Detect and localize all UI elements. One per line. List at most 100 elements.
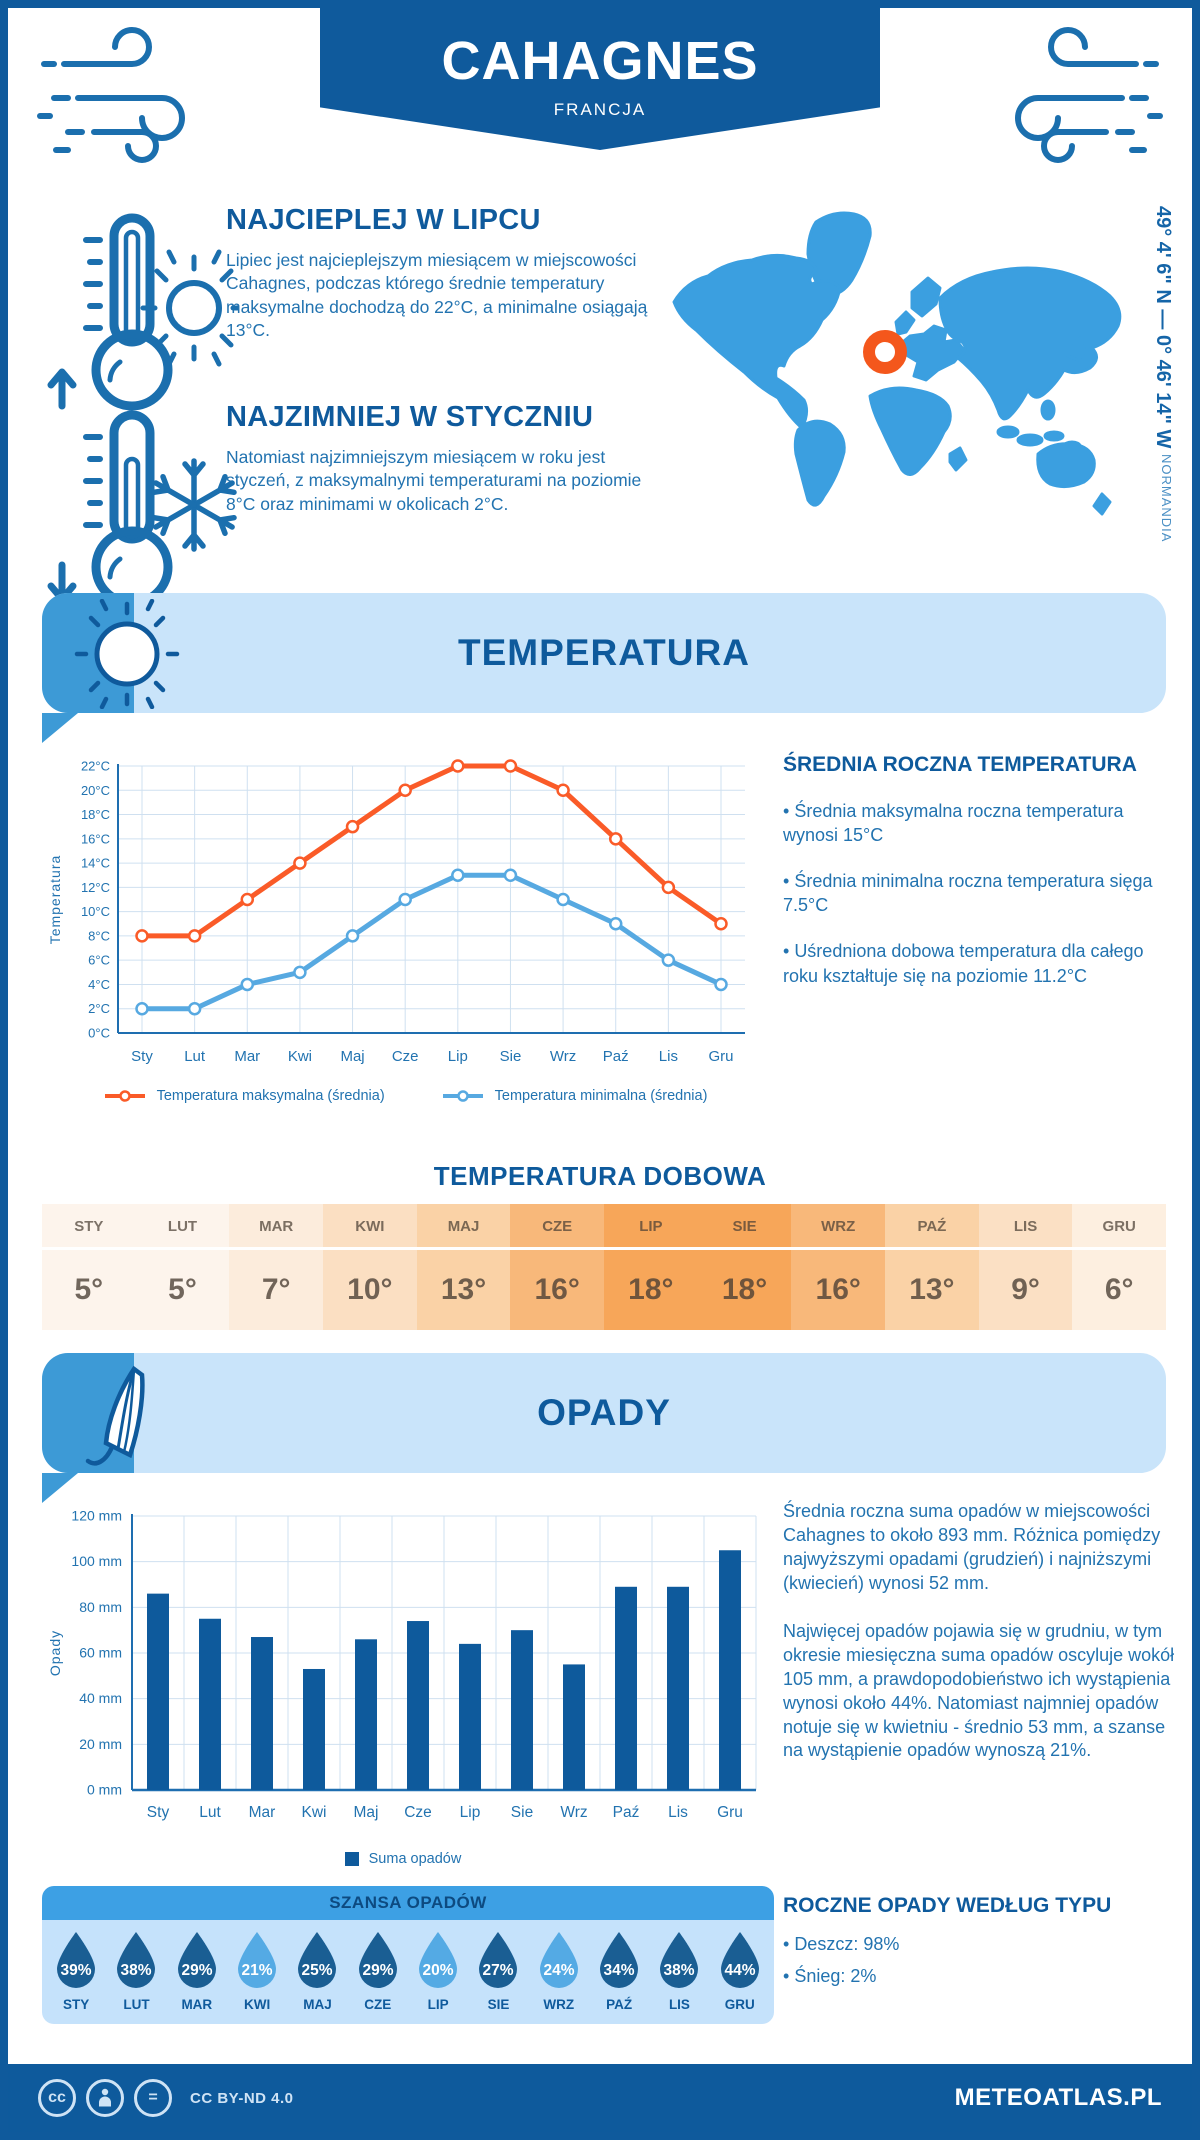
daily-temp-month: PAŹ: [885, 1204, 979, 1250]
legend-min-label: Temperatura minimalna (średnia): [494, 1088, 708, 1104]
precipitation-type-title: ROCZNE OPADY WEDŁUG TYPU: [783, 1894, 1112, 1917]
chance-percent: 24%: [543, 1962, 574, 1979]
y-axis-label: Opady: [47, 1630, 63, 1676]
daily-temp-value: 16°: [534, 1273, 580, 1306]
x-tick-label: Lip: [448, 1048, 468, 1065]
x-tick-label: Paź: [603, 1048, 629, 1065]
data-point: [608, 917, 623, 931]
precipitation-type-rain: Deszcz: 98%: [783, 1932, 1175, 1956]
banner-tail: [42, 713, 78, 743]
data-point: [503, 759, 518, 773]
data-point: [345, 819, 360, 834]
header-banner: CAHAGNES FRANCJA: [320, 8, 880, 150]
x-tick-label: Kwi: [288, 1048, 312, 1065]
daily-temp-column: MAJ 13°: [416, 1204, 511, 1330]
warmest-title: NAJCIEPLEJ W LIPCU: [226, 204, 541, 236]
daily-temp-column: MAR 7°: [229, 1204, 324, 1330]
temperature-bullet: Średnia minimalna roczna temperatura się…: [783, 869, 1175, 917]
temp-chart-grid: [118, 765, 745, 1034]
temperature-line-chart-svg: 0°C 2°C 4°C 6°C 8°C 10°C 12°C 14°C 16°C 18°C 20°C 2…: [47, 759, 745, 1065]
chance-percent: 39%: [61, 1962, 92, 1979]
daily-temp-month: WRZ: [791, 1204, 886, 1250]
legend-item-max: Temperatura maksymalna (średnia): [103, 1088, 385, 1104]
location-marker: [863, 330, 907, 374]
daily-temp-month: MAR: [229, 1204, 324, 1250]
precipitation-chart: 0 mm 20 mm 40 mm 60 mm 80 mm 100 mm 120 mm Sty L…: [44, 1504, 764, 1841]
data-point: [714, 977, 728, 992]
precip-chance-item: 20% LIP: [408, 1930, 468, 2012]
x-tick-label: Paź: [613, 1804, 640, 1821]
data-point: [135, 929, 149, 943]
daily-temp-month: LUT: [135, 1204, 230, 1250]
coordinates-label: 49° 4' 6" N — 0° 46' 14" W: [1152, 206, 1174, 449]
bar: [719, 1550, 741, 1790]
world-map: [672, 211, 1122, 516]
no-derivatives-icon: =: [134, 2079, 172, 2117]
bar: [563, 1664, 585, 1790]
daily-temp-column: GRU 6°: [1072, 1204, 1167, 1330]
bar: [459, 1643, 481, 1790]
coldest-month-block: NAJZIMNIEJ W STYCZNIU Natomiast najzimni…: [38, 401, 668, 608]
coordinates-block: 49° 4' 6" N — 0° 46' 14" W NORMANDIA: [1151, 206, 1174, 586]
daily-temp-column: LIP 18°: [604, 1204, 698, 1330]
data-point: [714, 917, 728, 931]
sun-icon: [74, 599, 180, 709]
x-tick-label: Lip: [460, 1804, 481, 1821]
x-tick-label: Mar: [234, 1048, 260, 1065]
series-line: [142, 763, 723, 939]
x-tick-label: Sie: [500, 1048, 522, 1065]
daily-temp-month: KWI: [323, 1204, 417, 1250]
legend-sum-label: Suma opadów: [368, 1851, 462, 1867]
y-tick-label: 0°C: [88, 1026, 110, 1041]
y-tick-label: 60 mm: [79, 1645, 122, 1661]
data-point: [556, 892, 570, 907]
x-tick-label: Sty: [131, 1048, 153, 1065]
droplet-icon: 38%: [117, 1932, 156, 1988]
droplet-icon: 39%: [57, 1932, 96, 1988]
chance-month: CZE: [364, 1997, 392, 2012]
data-point: [293, 965, 307, 980]
chance-month: LUT: [123, 1997, 150, 2012]
daily-temp-value: 10°: [347, 1273, 393, 1306]
precipitation-section-title: OPADY: [537, 1392, 671, 1433]
daily-temp-column: CZE 16°: [510, 1204, 605, 1330]
x-tick-label: Mar: [249, 1804, 276, 1821]
umbrella-icon: [85, 1365, 145, 1466]
data-point: [240, 977, 255, 992]
thermometer-down-snowflake-icon: [47, 410, 237, 608]
series-line: [142, 872, 723, 1012]
x-tick-label: Lis: [659, 1048, 678, 1065]
daily-temperature-title: TEMPERATURA DOBOWA: [433, 1161, 767, 1191]
x-tick-label: Maj: [340, 1048, 364, 1065]
cc-icon: cc: [38, 2079, 76, 2117]
y-tick-label: 120 mm: [71, 1508, 122, 1524]
chance-month: MAJ: [303, 1997, 332, 2012]
x-tick-label: Gru: [708, 1048, 733, 1065]
y-tick-label: 6°C: [88, 953, 110, 968]
data-point: [503, 868, 518, 882]
bar: [199, 1618, 221, 1790]
chance-percent: 29%: [181, 1962, 212, 1979]
bar: [303, 1668, 325, 1790]
precipitation-bar-chart-svg: 0 mm 20 mm 40 mm 60 mm 80 mm 100 mm 120 mm Sty L…: [47, 1508, 757, 1821]
daily-temp-value: 18°: [628, 1273, 674, 1306]
daily-temp-column: SIE 18°: [697, 1204, 792, 1330]
droplet-icon: 29%: [358, 1932, 397, 1988]
x-tick-label: Maj: [354, 1804, 379, 1821]
attribution-person-icon: [86, 2079, 124, 2117]
x-tick-label: Cze: [404, 1804, 432, 1821]
chance-month: WRZ: [543, 1997, 575, 2012]
precip-chance-item: 34% PAŹ: [589, 1930, 649, 2012]
y-tick-label: 20°C: [81, 783, 110, 798]
daily-temp-month: GRU: [1072, 1204, 1167, 1250]
droplet-icon: 44%: [720, 1932, 759, 1988]
coldest-text: Natomiast najzimniejszym miesiącem w rok…: [226, 447, 642, 514]
license-label: CC BY-ND 4.0: [190, 2089, 294, 2107]
precip-chance-item: 29% MAR: [167, 1930, 227, 2012]
droplet-icon: 29%: [177, 1932, 216, 1988]
precipitation-paragraph: Najwięcej opadów pojawia się w grudniu, …: [783, 1620, 1175, 1761]
site-label: METEOATLAS.PL: [954, 2084, 1162, 2111]
precipitation-chance-box: SZANSA OPADÓW 39% STY 38% LUT 29% MAR 21% KWI 25…: [42, 1886, 774, 2024]
daily-temp-value: 7°: [261, 1273, 291, 1306]
chance-percent: 38%: [121, 1962, 152, 1979]
